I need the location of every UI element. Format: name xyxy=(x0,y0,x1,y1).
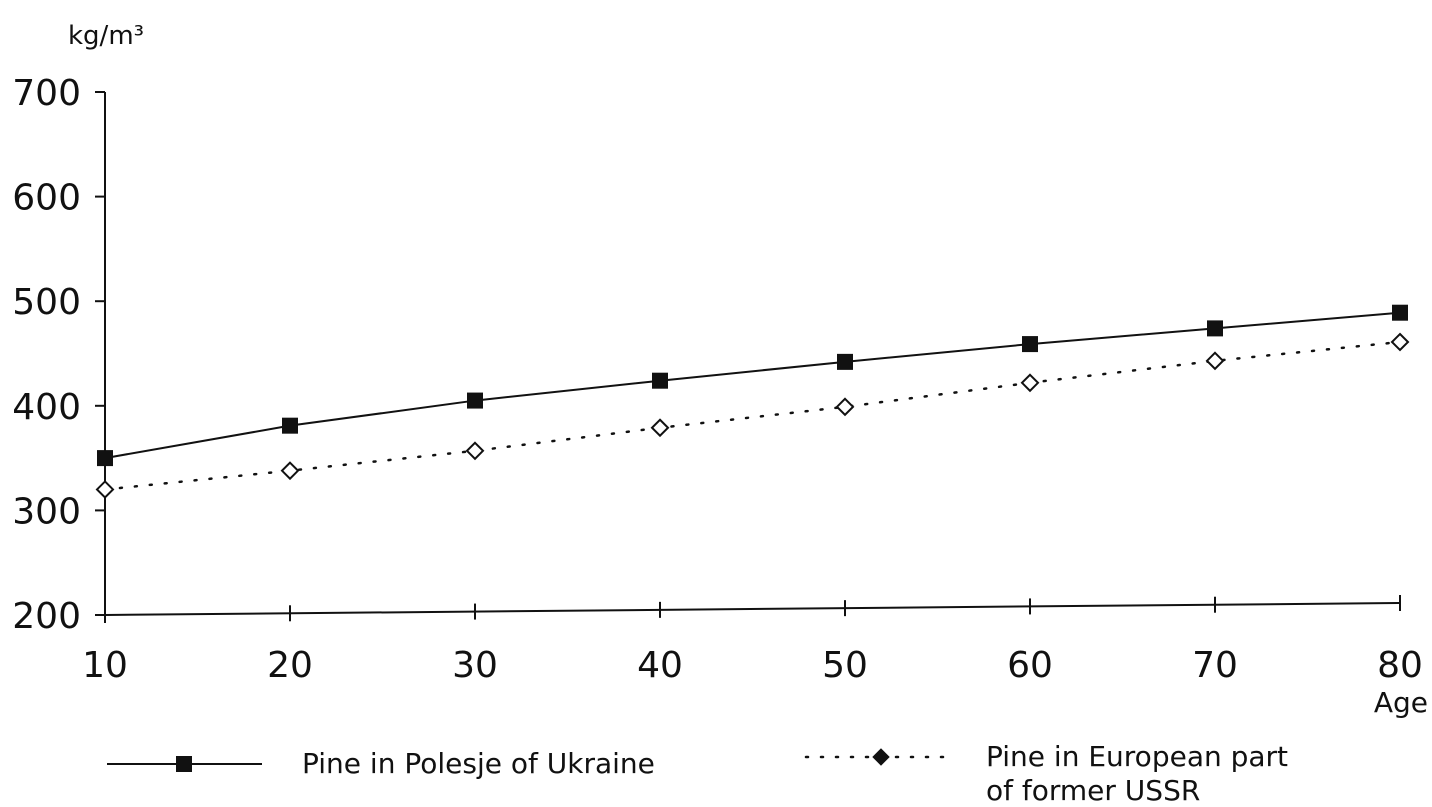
series-2-diamond-marker xyxy=(280,461,300,481)
series-2-diamond-marker xyxy=(650,418,670,438)
y-tick-label: 300 xyxy=(12,491,81,532)
series-1-square-marker xyxy=(652,372,668,389)
series-1-square-marker xyxy=(1022,336,1038,353)
x-tick-label: 30 xyxy=(452,645,498,686)
x-tick-label: 70 xyxy=(1192,645,1238,686)
x-axis: 10 20 30 40 50 60 70 80 xyxy=(82,595,1423,686)
x-tick-label: 60 xyxy=(1007,645,1053,686)
legend-label-series-2-line-1: Pine in European part xyxy=(986,740,1288,773)
series-1-square-marker xyxy=(1207,320,1223,337)
series-1-square-marker xyxy=(282,417,298,434)
y-tick-label: 600 xyxy=(12,178,81,219)
legend: Pine in Polesje of Ukraine Pine in Europe… xyxy=(107,740,1288,807)
series-2-diamond-marker xyxy=(1020,373,1040,393)
series-2-diamond-marker xyxy=(1205,351,1225,371)
series-2-diamond-marker xyxy=(95,480,115,499)
legend-marker-series-2 xyxy=(872,748,890,766)
series-line-2 xyxy=(103,340,1402,491)
x-tick-label: 50 xyxy=(822,645,868,686)
x-tick-label: 80 xyxy=(1377,645,1423,686)
series-line-1 xyxy=(104,311,1401,460)
series-1-square-marker xyxy=(1392,304,1408,321)
series-2-diamond-marker xyxy=(1390,332,1410,352)
y-tick-label: 200 xyxy=(12,596,81,637)
x-axis-line xyxy=(104,602,1401,616)
y-tick-label: 700 xyxy=(12,73,81,114)
series-1-square-marker xyxy=(837,353,853,370)
series-2-diamond-marker xyxy=(835,397,855,417)
y-tick-label: 400 xyxy=(12,387,81,428)
series-2-diamond-marker xyxy=(465,441,485,461)
y-tick-label: 500 xyxy=(12,282,81,323)
legend-label-series-1: Pine in Polesje of Ukraine xyxy=(302,747,655,780)
y-axis-unit-label: kg/m³ xyxy=(68,21,144,51)
x-tick-label: 20 xyxy=(267,645,313,686)
x-tick-label: 10 xyxy=(82,645,128,686)
y-axis: 200 300 400 500 600 700 xyxy=(12,73,106,637)
series-1-square-marker xyxy=(467,392,483,409)
series-1-square-marker xyxy=(97,450,113,467)
x-tick-label: 40 xyxy=(637,645,683,686)
x-axis-title: Age xyxy=(1374,686,1428,719)
legend-marker-series-1 xyxy=(176,756,192,772)
series-layer xyxy=(95,304,1410,499)
legend-label-series-2-line-2: of former USSR xyxy=(986,774,1200,807)
